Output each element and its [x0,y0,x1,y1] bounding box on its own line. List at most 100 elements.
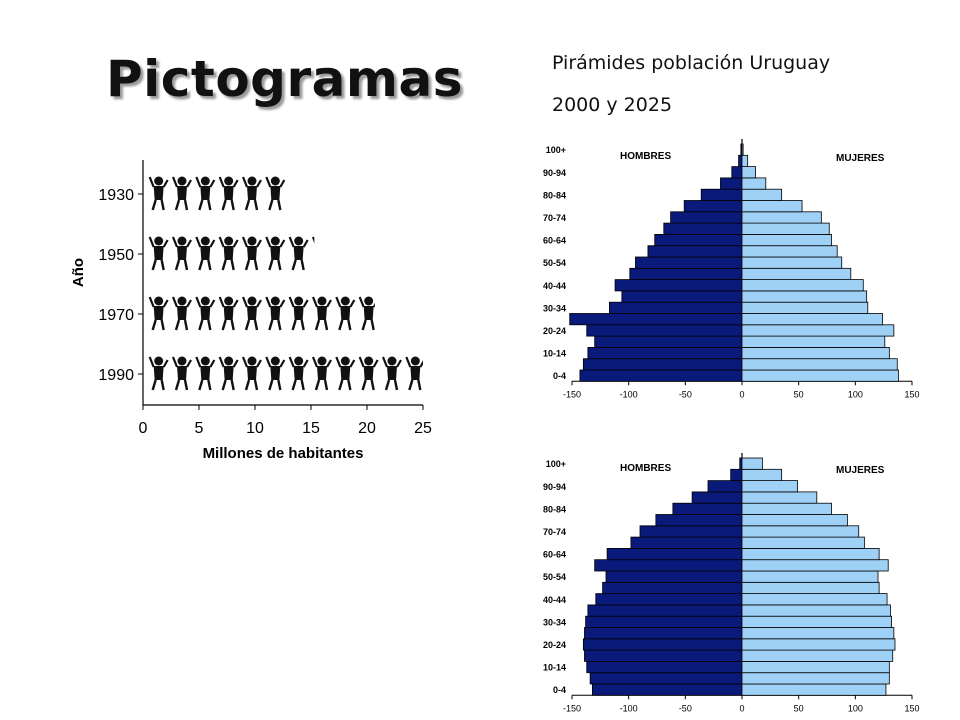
bar-mujeres-65-69 [741,222,830,235]
person-figure-icon [311,356,332,391]
person-figure-icon [218,176,239,211]
subtitle-line-2: 2000 y 2025 [552,94,673,116]
y-tick-label: 1950 [98,247,134,264]
bar-mujeres-50-54 [741,256,843,269]
bar-hombres-90-94 [707,480,743,493]
x-tick-label: 20 [358,420,376,437]
x-tick-label: 0 [739,703,744,713]
y-tick-label: 50-54 [543,258,566,268]
bar-mujeres-80-84 [741,188,783,201]
bar-hombres-90-94 [731,166,743,179]
person-figure-icon [358,296,375,331]
person-figure-icon [265,296,286,331]
x-tick-label: 10 [246,420,264,437]
person-figure-icon [265,356,286,391]
bar-mujeres-70-74 [741,525,860,538]
y-tick-label: 40-44 [543,595,566,605]
bar-hombres-10-14 [587,346,743,360]
bar-hombres-5-9 [582,358,743,371]
person-figure-icon [148,296,169,331]
person-figure-icon [241,356,262,391]
person-figure-icon [311,296,332,331]
person-figure-icon [381,356,402,391]
legend-hombres: HOMBRES [620,463,671,474]
person-figure-icon [288,356,309,391]
person-figure-icon [148,176,169,211]
bar-mujeres-15-19 [741,649,894,662]
person-figure-icon [265,176,286,211]
bar-hombres-95-99 [730,468,743,481]
person-figure-icon [195,356,216,391]
bar-mujeres-65-69 [741,536,865,549]
y-tick-label: 20-24 [543,640,566,650]
bar-hombres-30-34 [609,301,743,314]
bar-hombres-25-29 [569,313,743,326]
person-figure-icon [335,296,356,331]
x-tick-label: 100 [848,703,863,713]
person-figure-icon [195,296,216,331]
bar-mujeres-80-84 [741,502,832,515]
bar-hombres-0-4 [592,683,743,696]
y-tick-label: 60-64 [543,236,566,246]
y-tick-label: 80-84 [543,504,566,514]
person-figure-icon [148,356,169,391]
y-tick-label: 70-74 [543,213,566,223]
bar-hombres-95-99 [738,154,743,167]
pictogram-chart: 0 5 10 15 20 25 Millones de habitantes Año 1930 1… [70,160,432,462]
y-tick-label: 90-94 [543,168,566,178]
bar-hombres-20-24 [586,324,743,337]
person-figure-icon [290,177,308,211]
x-tick-label: -100 [620,389,638,399]
y-tick-label: 10-14 [543,349,566,359]
x-tick-label: -50 [679,389,692,399]
bar-mujeres-20-24 [741,638,896,651]
bar-mujeres-35-39 [741,604,891,617]
y-tick-label: 0-4 [553,371,566,381]
y-tick-label: 40-44 [543,281,566,291]
person-figure-icon [405,356,423,391]
bar-hombres-80-84 [672,502,743,515]
bar-mujeres-100+ [741,457,763,470]
bar-hombres-60-64 [606,548,743,561]
y-tick-label: 100+ [546,145,566,155]
person-figure-icon [241,236,262,271]
bar-hombres-75-79 [655,514,743,527]
y-tick-label: 1990 [98,367,134,384]
bar-hombres-55-59 [594,559,743,572]
x-tick-label: 15 [302,420,320,437]
person-figure-icon [195,176,216,211]
pictogram-bar-1990 [148,356,423,391]
bar-hombres-55-59 [647,245,743,258]
y-tick-label: 1970 [98,307,134,324]
x-tick-label: -150 [563,703,581,713]
bar-mujeres-20-24 [741,324,895,337]
bar-hombres-35-39 [621,290,743,303]
bar-mujeres-30-34 [741,301,869,314]
person-figure-icon [311,236,315,244]
bar-hombres-20-24 [582,638,743,651]
bar-hombres-65-69 [630,536,743,549]
bar-hombres-25-29 [584,627,743,640]
person-figure-icon [288,236,309,271]
person-figure-icon [171,356,192,391]
bar-mujeres-45-49 [741,581,880,595]
person-figure-icon [288,296,309,331]
person-figure-icon [195,236,216,271]
person-figure-icon [218,296,239,331]
person-figure-icon [241,176,262,211]
bar-mujeres-10-14 [741,660,890,674]
bar-hombres-30-34 [585,615,743,628]
y-tick-label: 70-74 [543,527,566,537]
bar-mujeres-60-64 [741,234,832,247]
person-figure-icon [171,236,192,271]
legend-mujeres: MUJERES [836,465,885,476]
y-tick-label: 50-54 [543,572,566,582]
x-axis-label: Millones de habitantes [203,445,364,462]
bar-mujeres-100+ [741,143,744,156]
y-tick-label: 60-64 [543,550,566,560]
person-figure-icon [218,356,239,391]
bar-mujeres-55-59 [741,245,838,258]
bar-mujeres-0-4 [741,369,899,382]
x-tick-label: -150 [563,389,581,399]
bar-hombres-15-19 [584,649,743,662]
